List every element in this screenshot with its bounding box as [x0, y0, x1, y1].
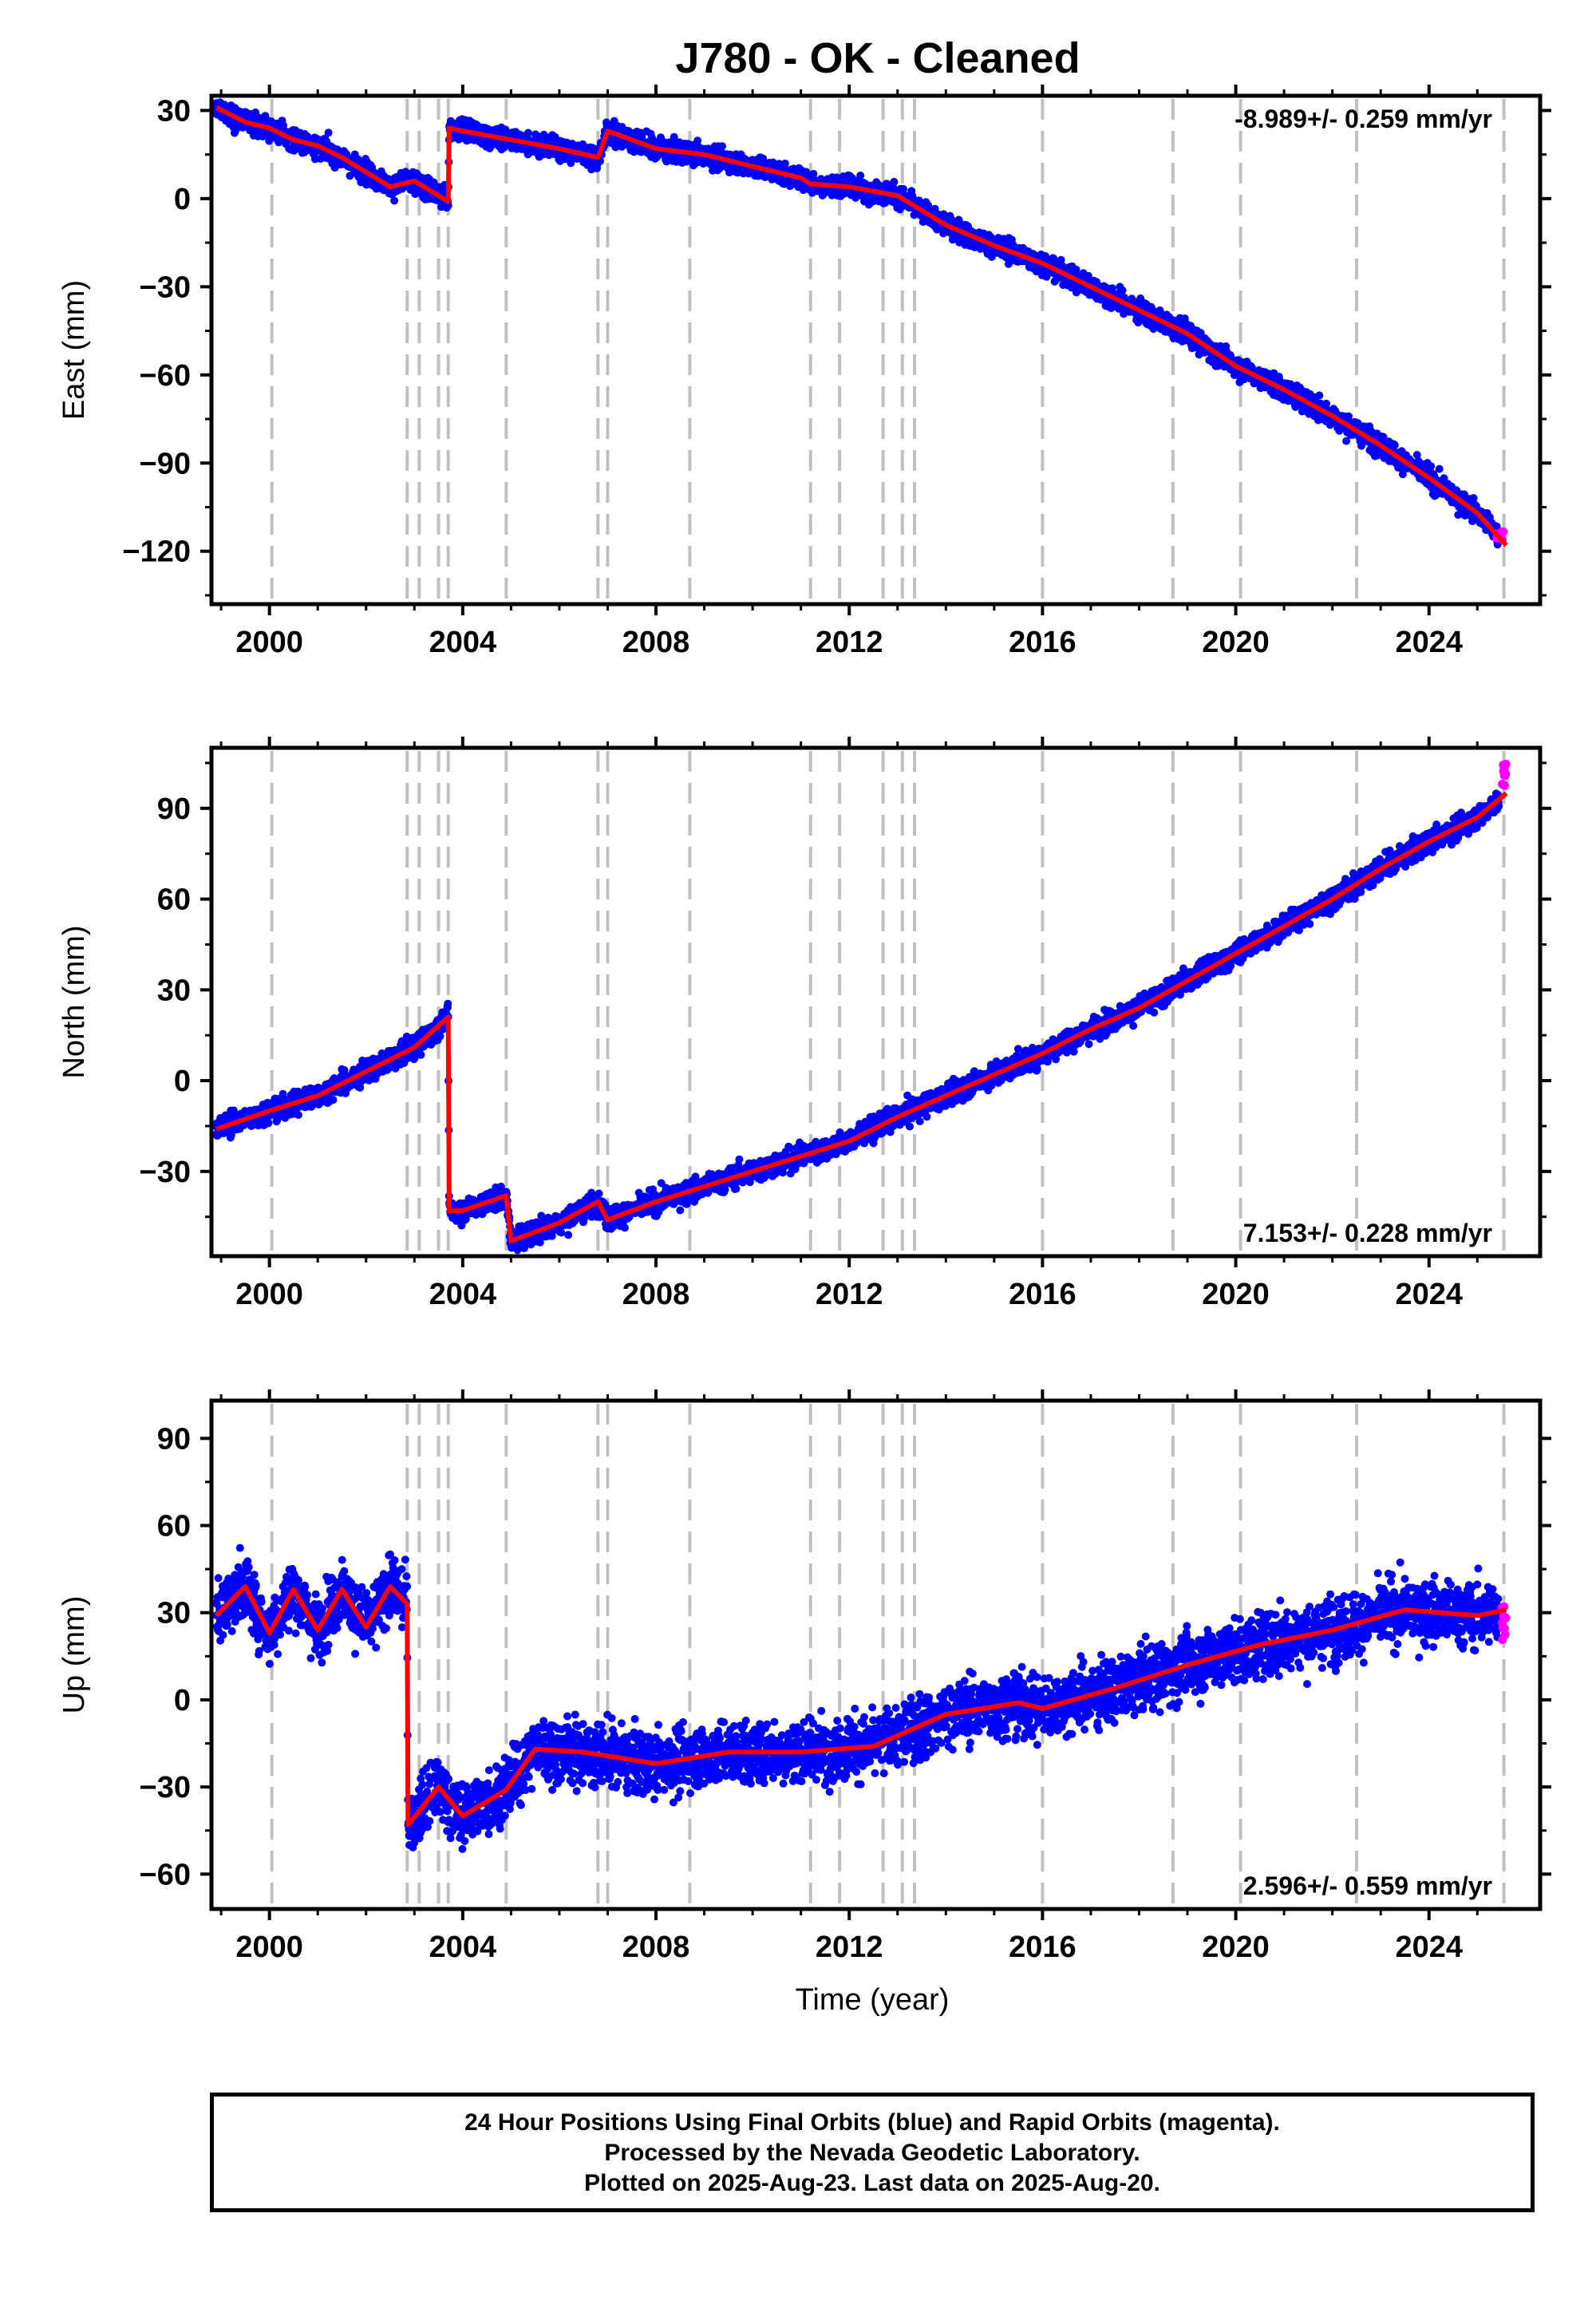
data-point [1398, 470, 1407, 479]
x-tick-label: 2012 [816, 626, 883, 659]
y-tick-label: −90 [140, 447, 191, 480]
data-point [329, 1096, 338, 1105]
data-point [1118, 286, 1127, 294]
data-point [856, 172, 865, 180]
north-panel: 2000 2004 2008 2012 2016 2020 20249060300−30No… [57, 737, 1551, 1311]
chart-title: J780 - OK - Cleaned [675, 34, 1080, 82]
y-axis-label: East (mm) [57, 280, 91, 420]
data-point [523, 128, 532, 137]
east-panel: 2000 2004 2008 2012 2016 2020 2024 30 0 −30 −60 −90… [57, 85, 1551, 659]
rate-label: -8.989+/- 0.259 mm/yr [1235, 105, 1492, 133]
data-point [693, 136, 702, 145]
data-point [809, 169, 818, 178]
data-point [1072, 265, 1080, 274]
data-point [1342, 437, 1351, 445]
x-tick-label: 2020 [1202, 626, 1270, 659]
data-point [780, 159, 789, 168]
y-tick-label: 30 [157, 94, 191, 128]
plot-frame [209, 93, 1543, 607]
data-point [1379, 433, 1388, 441]
data-point [1412, 451, 1421, 459]
y-tick-label: −60 [140, 359, 191, 393]
final-orbit-points [212, 96, 1508, 549]
y-tick-label: −120 [122, 536, 191, 569]
data-point [1222, 342, 1231, 350]
data-point [411, 190, 420, 199]
data-point [1469, 494, 1478, 503]
data-point [444, 201, 452, 210]
data-point [1322, 399, 1330, 408]
data-point [1390, 441, 1399, 449]
x-tick-label: 2016 [1009, 626, 1077, 659]
y-tick-label: −30 [140, 271, 191, 304]
data-point [1108, 284, 1116, 293]
data-point [718, 142, 726, 151]
x-tick-label: 2008 [622, 626, 690, 659]
data-point [1072, 288, 1080, 297]
data-point [890, 177, 899, 186]
data-point [324, 128, 333, 137]
data-point [264, 1119, 273, 1128]
data-point [390, 196, 399, 205]
data-point [265, 136, 274, 145]
x-tick-label: 2000 [235, 626, 303, 659]
data-point [1427, 462, 1436, 471]
y-tick-label: 0 [174, 183, 191, 216]
x-tick-label: 2024 [1395, 626, 1463, 659]
x-tick-label: 2004 [429, 626, 497, 659]
data-point [1435, 464, 1444, 473]
data-point [1084, 271, 1092, 280]
data-point [899, 184, 907, 193]
data-point [567, 159, 575, 168]
data-point [1057, 255, 1065, 264]
data-point [279, 121, 287, 129]
model-line [215, 105, 1508, 547]
data-point [294, 1111, 302, 1119]
data-point [1315, 391, 1324, 400]
